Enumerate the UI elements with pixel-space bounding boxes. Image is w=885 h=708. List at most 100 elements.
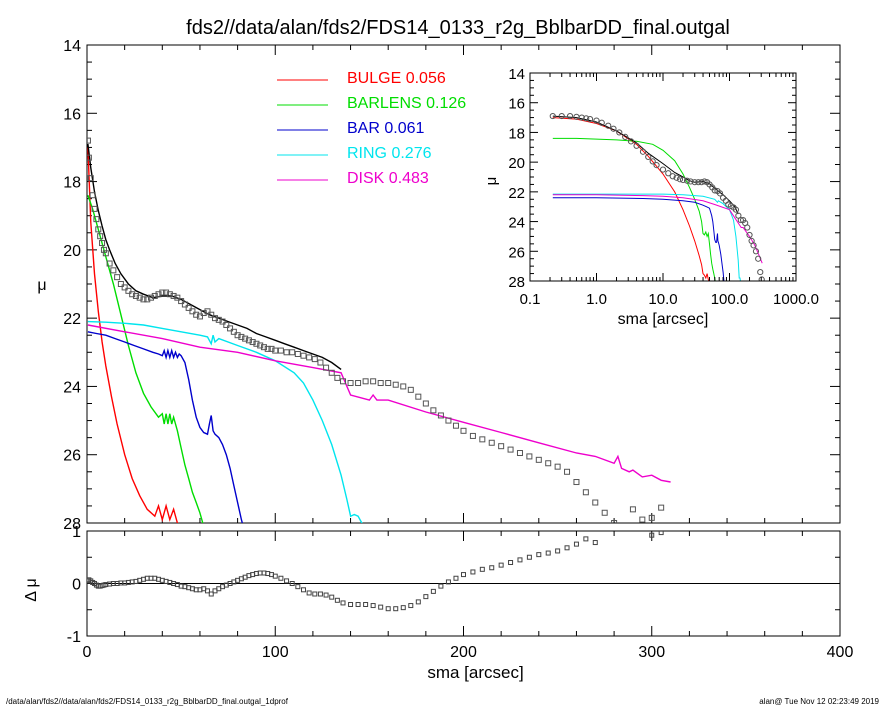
data-point bbox=[400, 383, 407, 390]
data-point bbox=[573, 479, 580, 486]
residual-point bbox=[208, 591, 214, 597]
inset-background bbox=[530, 73, 796, 281]
residual-point bbox=[453, 575, 459, 581]
data-point bbox=[264, 345, 271, 352]
inset-data-point bbox=[659, 166, 667, 173]
inset-data-point bbox=[716, 190, 724, 197]
legend-label: BAR bbox=[347, 120, 380, 137]
data-point bbox=[166, 291, 173, 298]
data-point bbox=[93, 216, 100, 223]
data-point bbox=[629, 506, 636, 513]
data-point bbox=[370, 378, 377, 385]
residual-point bbox=[415, 599, 421, 605]
residual-point bbox=[408, 603, 414, 609]
residual-point bbox=[583, 536, 589, 542]
x-tick-label: 0 bbox=[83, 644, 92, 661]
data-point bbox=[407, 386, 414, 393]
inset-x-tick-label: 0.1 bbox=[520, 291, 541, 308]
data-point bbox=[181, 301, 188, 308]
data-point bbox=[174, 294, 181, 301]
legend-entry-ring: RING 0.276 bbox=[347, 145, 432, 162]
inset-data-point bbox=[665, 170, 672, 177]
residual-point bbox=[300, 587, 306, 593]
data-point bbox=[355, 380, 362, 387]
main-plot-area bbox=[87, 137, 671, 523]
legend-value: 0.483 bbox=[384, 170, 429, 187]
data-point bbox=[189, 308, 196, 315]
inset-y-tick-label: 14 bbox=[508, 66, 525, 83]
data-point bbox=[114, 274, 121, 281]
y-tick-label: 28 bbox=[63, 516, 81, 533]
inset-data-point bbox=[683, 177, 691, 184]
inset-data-point bbox=[744, 224, 751, 231]
legend-value: 0.056 bbox=[401, 70, 446, 87]
data-point bbox=[601, 509, 608, 516]
data-point bbox=[121, 284, 128, 291]
legend-label: RING bbox=[347, 145, 387, 162]
legend-entry-barlens: BARLENS 0.126 bbox=[347, 95, 466, 112]
data-point bbox=[178, 298, 185, 305]
data-point bbox=[479, 436, 486, 443]
data-point bbox=[204, 308, 211, 315]
data-point bbox=[289, 349, 296, 356]
inset-data-point bbox=[732, 206, 740, 213]
legend-entry-bar: BAR 0.061 bbox=[347, 120, 424, 137]
inset-data-point bbox=[633, 142, 640, 149]
inset-data-point bbox=[639, 148, 647, 155]
data-point bbox=[132, 292, 139, 299]
residual-point bbox=[317, 591, 323, 597]
inset-data-point bbox=[649, 158, 656, 165]
inset-data-point bbox=[752, 248, 760, 255]
residual-point bbox=[393, 606, 399, 612]
data-point bbox=[95, 226, 102, 233]
data-point bbox=[97, 233, 104, 240]
series-line-barlens bbox=[87, 194, 204, 523]
residual-point bbox=[564, 545, 570, 551]
data-point bbox=[193, 311, 200, 318]
residual-point bbox=[445, 579, 451, 585]
data-point bbox=[144, 296, 151, 303]
data-point bbox=[272, 347, 279, 354]
residual-point bbox=[508, 560, 514, 565]
inset-series-line-ring bbox=[552, 193, 741, 281]
inset-x-tick-label: 10.0 bbox=[648, 291, 677, 308]
x-tick-label: 200 bbox=[450, 644, 477, 661]
residual-point bbox=[312, 591, 318, 597]
legend-label: BULGE bbox=[347, 70, 401, 87]
residual-point bbox=[545, 550, 551, 556]
data-point bbox=[277, 347, 284, 354]
data-point bbox=[268, 345, 275, 352]
inset-data-point bbox=[549, 112, 556, 120]
y-tick-label: 26 bbox=[63, 448, 81, 465]
inset-data-point bbox=[750, 242, 757, 249]
data-point bbox=[87, 175, 94, 182]
legend-value: 0.061 bbox=[380, 120, 425, 137]
data-point bbox=[306, 354, 313, 361]
inset-data-point bbox=[558, 112, 565, 120]
inset-data-point bbox=[758, 276, 765, 281]
residual-point bbox=[378, 604, 384, 610]
inset-y-tick-label: 16 bbox=[508, 96, 525, 113]
legend-entry-bulge: BULGE 0.056 bbox=[347, 70, 446, 87]
inset-x-tick-label: 1000.0 bbox=[773, 291, 819, 308]
inset-data-point bbox=[669, 173, 676, 180]
footer-path: /data/alan/fds2//data/alan/fds2/FDS14_01… bbox=[6, 697, 288, 706]
data-point bbox=[125, 287, 132, 294]
x-tick-label: 400 bbox=[827, 644, 854, 661]
data-point bbox=[110, 267, 117, 274]
data-point bbox=[200, 310, 207, 317]
inset-data-point bbox=[610, 125, 617, 132]
data-point bbox=[545, 460, 552, 467]
inset-data-point bbox=[653, 162, 660, 169]
inset-data-point bbox=[757, 268, 764, 276]
data-point bbox=[611, 520, 618, 523]
inset-y-tick-label: 18 bbox=[508, 125, 525, 142]
data-point bbox=[253, 340, 260, 347]
data-point bbox=[257, 342, 264, 349]
y-tick-label: 14 bbox=[63, 38, 81, 55]
series-line-ring bbox=[87, 320, 363, 523]
legend-entry-disk: DISK 0.483 bbox=[347, 170, 429, 187]
data-point bbox=[117, 281, 124, 287]
data-point bbox=[554, 463, 561, 470]
